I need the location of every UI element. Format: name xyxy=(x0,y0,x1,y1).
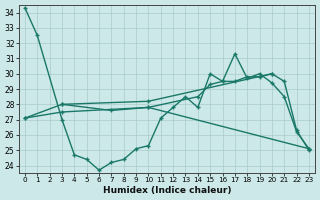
X-axis label: Humidex (Indice chaleur): Humidex (Indice chaleur) xyxy=(103,186,231,195)
